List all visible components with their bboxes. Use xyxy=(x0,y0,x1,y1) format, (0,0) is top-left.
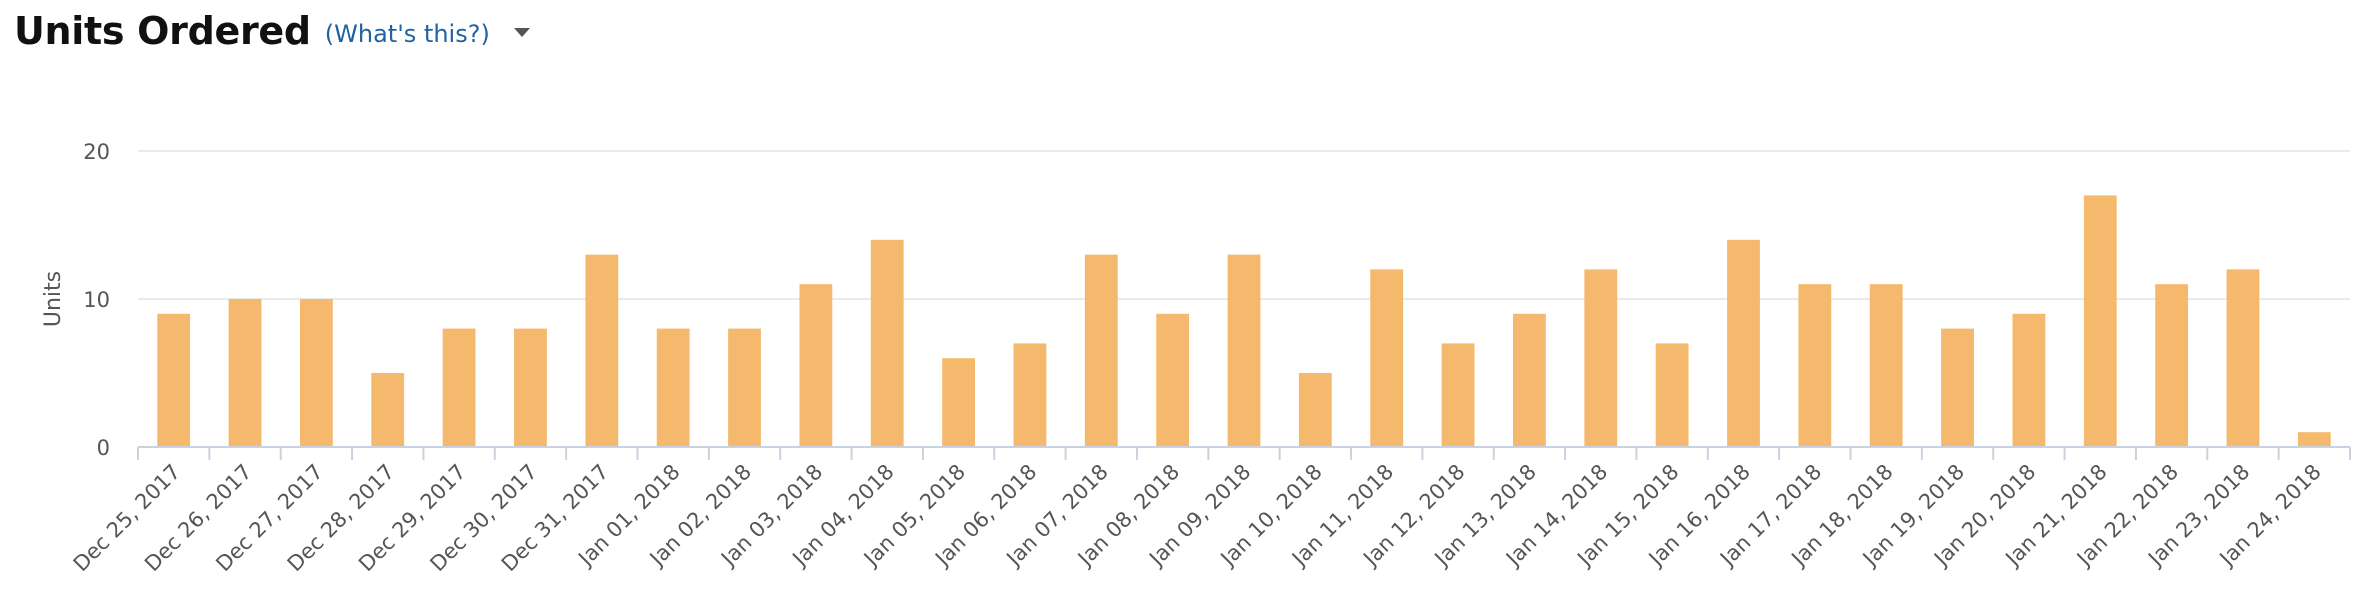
bar xyxy=(942,358,975,447)
y-tick-label: 10 xyxy=(83,288,110,312)
bar xyxy=(2012,313,2046,447)
bar xyxy=(1869,284,1903,447)
bar xyxy=(299,299,333,447)
x-axis xyxy=(137,446,2351,460)
bar xyxy=(1513,313,1546,447)
bar xyxy=(1727,239,1760,447)
bar xyxy=(2297,432,2331,447)
bar xyxy=(2083,195,2117,447)
bar xyxy=(1941,328,1974,447)
bar xyxy=(1156,313,1190,447)
bar xyxy=(514,328,547,447)
bar xyxy=(728,328,761,447)
bar xyxy=(870,239,904,447)
bar xyxy=(442,328,476,447)
bar xyxy=(2226,269,2260,447)
bar xyxy=(228,299,262,447)
bars xyxy=(157,195,2331,447)
bar xyxy=(2155,284,2189,447)
y-axis: 0 10 20 xyxy=(83,140,110,460)
bar xyxy=(371,373,405,447)
chart-header: Units Ordered (What's this?) xyxy=(14,2,530,60)
bar xyxy=(1584,269,1618,447)
bar xyxy=(1013,343,1047,447)
y-tick-label: 20 xyxy=(83,140,110,164)
bar xyxy=(799,284,833,447)
bar xyxy=(1298,373,1332,447)
bar xyxy=(1441,343,1475,447)
y-axis-title: Units xyxy=(41,271,66,327)
whats-this-link[interactable]: (What's this?) xyxy=(324,20,490,48)
bar xyxy=(585,254,619,447)
bar xyxy=(656,328,690,447)
bar xyxy=(1798,284,1832,447)
chart-title: Units Ordered xyxy=(14,9,311,53)
chevron-down-icon[interactable] xyxy=(513,27,530,37)
bar xyxy=(1227,254,1261,447)
bar xyxy=(157,313,191,447)
bar xyxy=(1370,269,1404,447)
y-tick-label: 0 xyxy=(97,436,110,460)
bar xyxy=(1655,343,1689,447)
bar xyxy=(1084,254,1118,447)
